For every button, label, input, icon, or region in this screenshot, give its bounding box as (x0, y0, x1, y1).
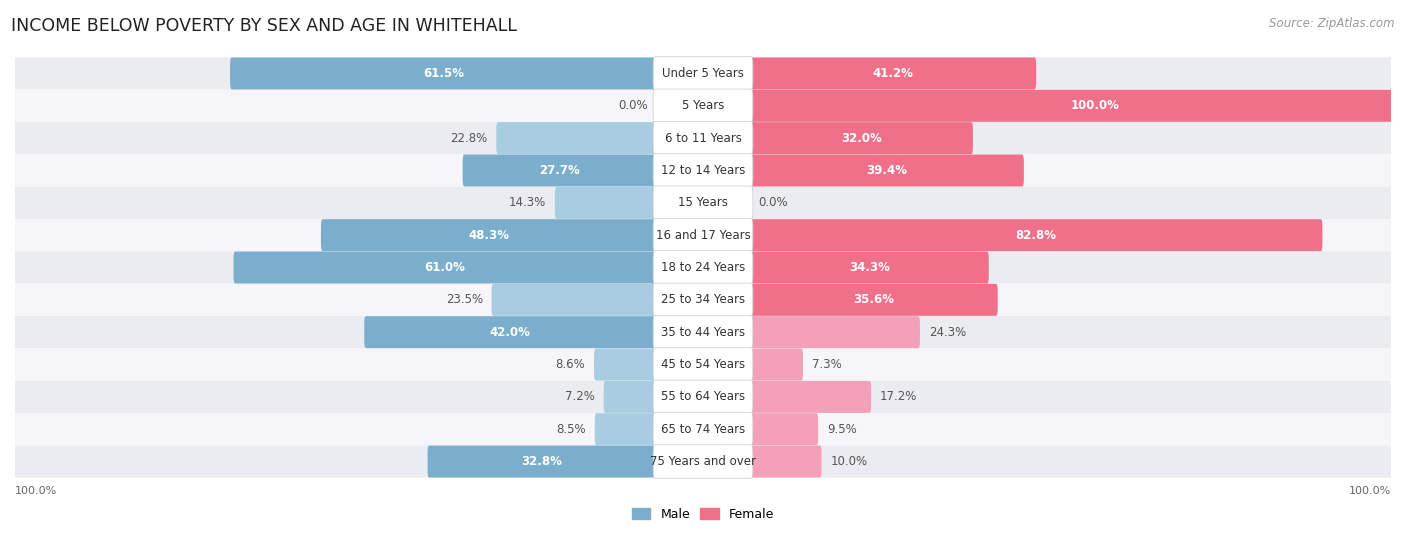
Text: 5 Years: 5 Years (682, 99, 724, 112)
Text: 9.5%: 9.5% (827, 423, 856, 436)
FancyBboxPatch shape (15, 251, 1391, 283)
FancyBboxPatch shape (749, 252, 988, 283)
FancyBboxPatch shape (427, 446, 657, 478)
Text: 75 Years and over: 75 Years and over (650, 455, 756, 468)
Text: 100.0%: 100.0% (1071, 99, 1119, 112)
FancyBboxPatch shape (654, 380, 752, 413)
FancyBboxPatch shape (654, 315, 752, 349)
FancyBboxPatch shape (555, 187, 657, 219)
Text: 82.8%: 82.8% (1015, 229, 1056, 242)
Text: 8.5%: 8.5% (557, 423, 586, 436)
FancyBboxPatch shape (595, 349, 657, 381)
Text: 48.3%: 48.3% (468, 229, 509, 242)
FancyBboxPatch shape (654, 412, 752, 446)
Text: 6 to 11 Years: 6 to 11 Years (665, 132, 741, 145)
Text: Under 5 Years: Under 5 Years (662, 67, 744, 80)
Text: 16 and 17 Years: 16 and 17 Years (655, 229, 751, 242)
FancyBboxPatch shape (654, 57, 752, 90)
FancyBboxPatch shape (749, 316, 920, 348)
Text: 65 to 74 Years: 65 to 74 Years (661, 423, 745, 436)
FancyBboxPatch shape (749, 155, 1024, 186)
FancyBboxPatch shape (15, 90, 1391, 122)
Text: 18 to 24 Years: 18 to 24 Years (661, 261, 745, 274)
Text: 22.8%: 22.8% (450, 132, 488, 145)
FancyBboxPatch shape (603, 381, 657, 413)
FancyBboxPatch shape (654, 122, 752, 155)
Text: 7.2%: 7.2% (565, 391, 595, 403)
FancyBboxPatch shape (15, 445, 1391, 478)
FancyBboxPatch shape (749, 219, 1323, 251)
Text: 8.6%: 8.6% (555, 358, 585, 371)
Text: 17.2%: 17.2% (880, 391, 917, 403)
Text: 35.6%: 35.6% (853, 294, 894, 306)
Text: INCOME BELOW POVERTY BY SEX AND AGE IN WHITEHALL: INCOME BELOW POVERTY BY SEX AND AGE IN W… (11, 17, 517, 35)
Text: 32.0%: 32.0% (841, 132, 882, 145)
Text: 100.0%: 100.0% (15, 486, 58, 496)
Text: 61.5%: 61.5% (423, 67, 464, 80)
FancyBboxPatch shape (364, 316, 657, 348)
FancyBboxPatch shape (749, 90, 1406, 122)
FancyBboxPatch shape (595, 413, 657, 445)
Legend: Male, Female: Male, Female (627, 503, 779, 526)
FancyBboxPatch shape (654, 283, 752, 316)
Text: 23.5%: 23.5% (446, 294, 482, 306)
FancyBboxPatch shape (749, 284, 998, 316)
FancyBboxPatch shape (15, 122, 1391, 155)
FancyBboxPatch shape (654, 251, 752, 284)
FancyBboxPatch shape (15, 155, 1391, 187)
FancyBboxPatch shape (15, 219, 1391, 251)
FancyBboxPatch shape (463, 155, 657, 186)
Text: 32.8%: 32.8% (522, 455, 562, 468)
FancyBboxPatch shape (231, 57, 657, 89)
FancyBboxPatch shape (654, 348, 752, 381)
FancyBboxPatch shape (749, 413, 818, 445)
Text: Source: ZipAtlas.com: Source: ZipAtlas.com (1270, 17, 1395, 30)
FancyBboxPatch shape (749, 57, 1036, 89)
Text: 35 to 44 Years: 35 to 44 Years (661, 326, 745, 339)
Text: 14.3%: 14.3% (509, 196, 546, 209)
FancyBboxPatch shape (15, 413, 1391, 445)
Text: 0.0%: 0.0% (619, 99, 648, 112)
FancyBboxPatch shape (15, 57, 1391, 90)
Text: 7.3%: 7.3% (811, 358, 841, 371)
FancyBboxPatch shape (654, 218, 752, 252)
Text: 100.0%: 100.0% (1348, 486, 1391, 496)
Text: 24.3%: 24.3% (929, 326, 966, 339)
FancyBboxPatch shape (749, 446, 821, 478)
FancyBboxPatch shape (749, 349, 803, 381)
FancyBboxPatch shape (492, 284, 657, 316)
Text: 12 to 14 Years: 12 to 14 Years (661, 164, 745, 177)
Text: 55 to 64 Years: 55 to 64 Years (661, 391, 745, 403)
FancyBboxPatch shape (749, 381, 872, 413)
Text: 42.0%: 42.0% (489, 326, 531, 339)
Text: 41.2%: 41.2% (873, 67, 914, 80)
FancyBboxPatch shape (496, 122, 657, 154)
FancyBboxPatch shape (321, 219, 657, 251)
FancyBboxPatch shape (15, 283, 1391, 316)
FancyBboxPatch shape (654, 153, 752, 187)
FancyBboxPatch shape (15, 348, 1391, 381)
Text: 34.3%: 34.3% (849, 261, 890, 274)
Text: 61.0%: 61.0% (425, 261, 465, 274)
FancyBboxPatch shape (233, 252, 657, 283)
FancyBboxPatch shape (15, 381, 1391, 413)
Text: 0.0%: 0.0% (758, 196, 787, 209)
Text: 25 to 34 Years: 25 to 34 Years (661, 294, 745, 306)
Text: 27.7%: 27.7% (538, 164, 579, 177)
FancyBboxPatch shape (15, 187, 1391, 219)
FancyBboxPatch shape (654, 186, 752, 220)
FancyBboxPatch shape (654, 89, 752, 123)
FancyBboxPatch shape (654, 445, 752, 478)
Text: 45 to 54 Years: 45 to 54 Years (661, 358, 745, 371)
Text: 39.4%: 39.4% (866, 164, 907, 177)
Text: 15 Years: 15 Years (678, 196, 728, 209)
FancyBboxPatch shape (749, 122, 973, 154)
FancyBboxPatch shape (15, 316, 1391, 348)
Text: 10.0%: 10.0% (831, 455, 868, 468)
